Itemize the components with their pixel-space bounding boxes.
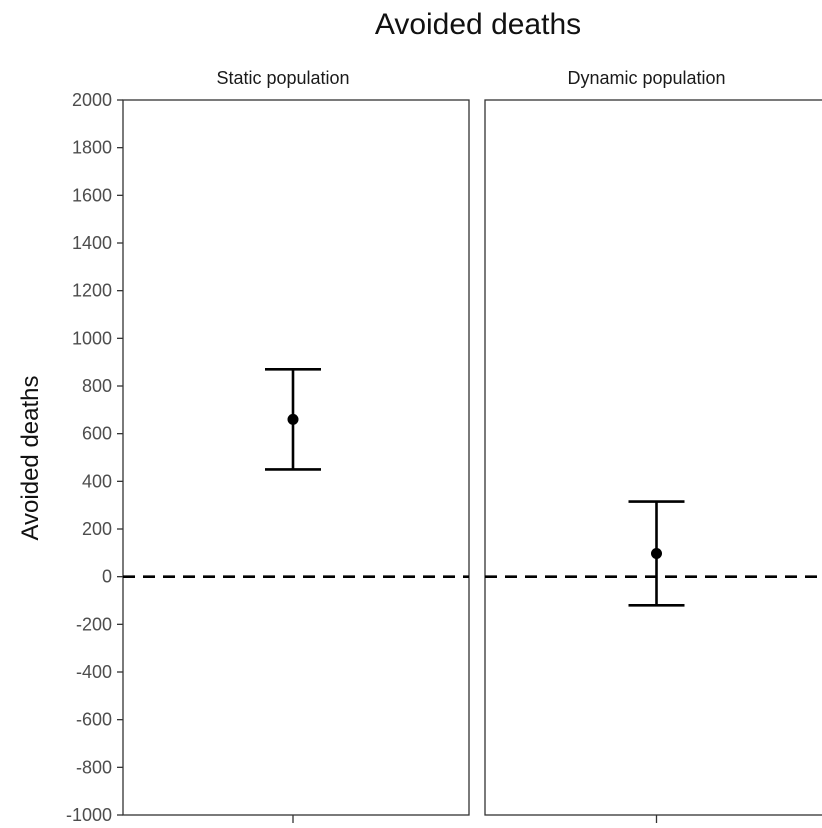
y-tick-label: 800	[82, 376, 112, 396]
y-tick-label: -200	[76, 614, 112, 634]
y-axis: -1000 -800 -600 -400 -200 0 200 400 600 800 1000 12…	[66, 90, 123, 825]
y-tick-label: 1000	[72, 328, 112, 348]
y-tick-label: 2000	[72, 90, 112, 110]
facet-label: Static population	[216, 68, 349, 88]
y-tick-label: 1400	[72, 233, 112, 253]
y-tick-label: 1600	[72, 185, 112, 205]
y-tick-label: 400	[82, 471, 112, 491]
chart-title: Avoided deaths	[375, 8, 581, 41]
panel-border	[484, 99, 822, 816]
y-tick-label: -1000	[66, 805, 112, 825]
y-tick-label: 0	[102, 567, 112, 587]
facet-panel: Dynamic population	[484, 68, 822, 823]
facet-panel: Static population	[122, 68, 470, 823]
facet-label: Dynamic population	[567, 68, 725, 88]
y-tick-label: 600	[82, 424, 112, 444]
point-estimate	[651, 548, 662, 560]
y-axis-label: Avoided deaths	[17, 375, 44, 540]
y-tick-label: 1800	[72, 138, 112, 158]
y-tick-label: -600	[76, 710, 112, 730]
y-tick-label: 200	[82, 519, 112, 539]
facet-panels: Static population Dynamic population	[122, 68, 822, 823]
y-tick-label: -400	[76, 662, 112, 682]
point-estimate	[287, 413, 299, 425]
y-tick-label: -800	[76, 757, 112, 777]
y-tick-label: 1200	[72, 281, 112, 301]
panel-border	[122, 99, 470, 816]
